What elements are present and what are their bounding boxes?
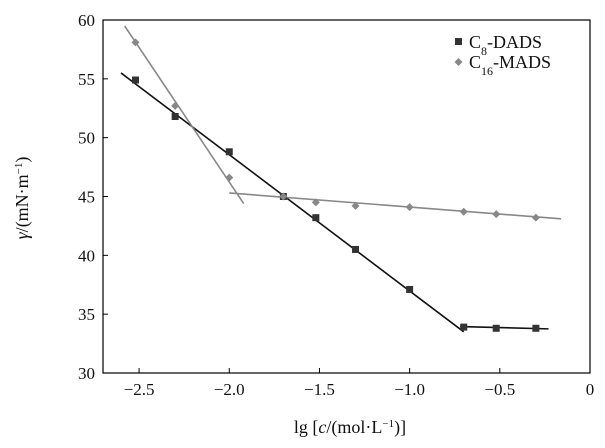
x-tick-label: 0 <box>586 380 595 399</box>
x-tick-label: −0.5 <box>484 380 515 399</box>
fit-line <box>120 72 465 333</box>
point-c16-mads <box>279 192 288 201</box>
y-tick-label: 45 <box>78 188 95 207</box>
x-axis-title: lg [c/(mol·L−1)] <box>294 417 406 438</box>
point-c16-mads <box>225 173 234 182</box>
y-tick-label: 35 <box>78 305 95 324</box>
point-c8-dads <box>532 324 540 332</box>
point-c8-dads <box>352 245 360 253</box>
point-c8-dads <box>312 214 320 222</box>
x-tick-label: −2.5 <box>124 380 155 399</box>
x-tick-label: −1.5 <box>304 380 335 399</box>
y-tick-label: 60 <box>78 11 95 30</box>
axis-ticks: −2.5 −2.0 −1.5 −1.0 −0.5 0 30 35 40 45 50 55 60 <box>78 11 594 399</box>
point-c16-mads <box>351 201 360 210</box>
point-c16-mads <box>131 38 140 47</box>
y-tick-label: 40 <box>78 246 95 265</box>
fit-line <box>229 192 562 220</box>
legend-marker-c16-mads <box>454 58 463 66</box>
legend-marker-c8-dads <box>455 38 462 45</box>
point-c8-dads <box>460 323 468 331</box>
point-c8-dads <box>492 324 500 332</box>
point-c16-mads <box>171 101 180 110</box>
point-c16-mads <box>405 203 414 212</box>
point-c16-mads <box>459 207 468 216</box>
legend: C8-DADS C16-MADS <box>454 32 551 78</box>
x-tick-label: −1.0 <box>394 380 425 399</box>
point-c16-mads <box>311 198 320 207</box>
y-tick-label: 55 <box>78 70 95 89</box>
x-tick-label: −2.0 <box>214 380 245 399</box>
fit-line <box>123 25 245 205</box>
point-c8-dads <box>171 112 179 120</box>
point-c8-dads <box>131 76 139 84</box>
point-c8-dads <box>406 285 414 293</box>
y-axis-title: γ/(mN·m−1) <box>12 157 33 240</box>
point-c8-dads <box>225 148 233 156</box>
data-points <box>131 38 540 332</box>
point-c16-mads <box>531 213 540 222</box>
y-tick-label: 50 <box>78 129 95 148</box>
y-tick-label: 30 <box>78 364 95 383</box>
plot-frame <box>102 19 591 374</box>
point-c16-mads <box>492 210 501 219</box>
